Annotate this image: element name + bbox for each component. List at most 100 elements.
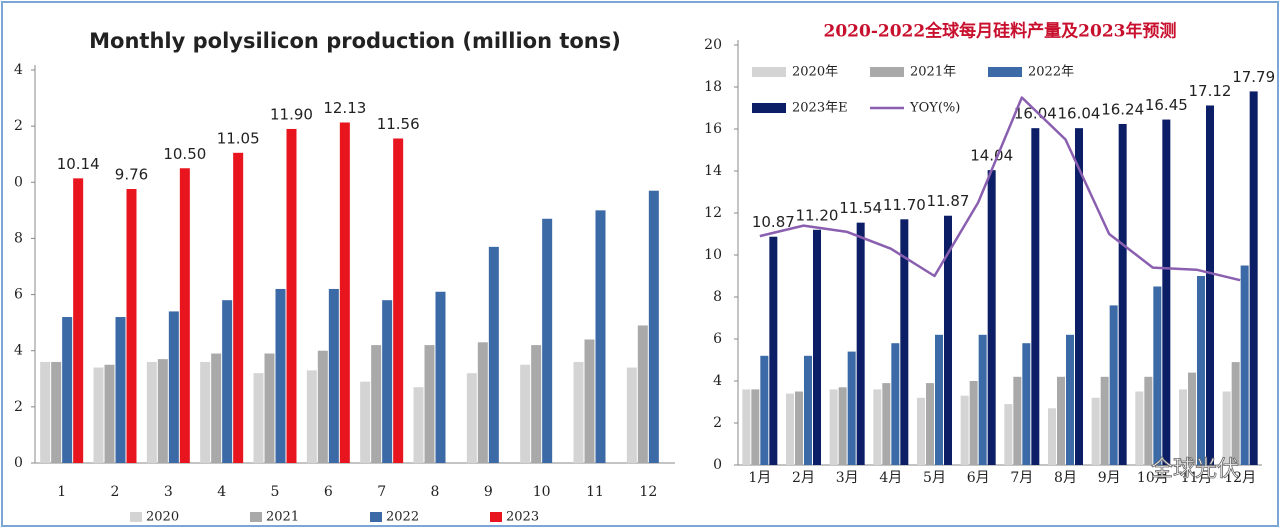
bar: [1197, 276, 1205, 465]
bar: [73, 178, 84, 463]
x-tick-label: 8月: [1054, 470, 1077, 486]
data-label: 17.79: [1232, 68, 1275, 86]
data-label: 10.50: [163, 145, 206, 163]
bar: [786, 393, 794, 465]
bar: [382, 300, 393, 463]
bar: [40, 361, 51, 463]
x-tick-label: 10: [533, 484, 551, 500]
legend-swatch: [370, 512, 382, 522]
bar: [935, 334, 943, 465]
bar: [126, 189, 137, 463]
bar: [742, 389, 751, 465]
bar: [275, 288, 286, 463]
bar: [760, 355, 769, 465]
legend-swatch: [250, 512, 262, 522]
bar: [1091, 397, 1100, 465]
bar: [595, 210, 606, 463]
data-label: 16.04: [1014, 105, 1057, 123]
bar: [573, 361, 584, 463]
y-tick-label: 0: [14, 455, 23, 471]
y-tick-label: 4: [14, 62, 23, 78]
bar: [882, 383, 891, 465]
y-tick-label: 6: [713, 331, 722, 347]
bar: [1135, 391, 1144, 465]
bar: [856, 222, 865, 465]
bar: [531, 345, 542, 463]
bar: [146, 361, 157, 463]
data-label: 11.54: [839, 199, 882, 217]
bar: [360, 381, 371, 463]
bar: [339, 122, 350, 464]
bar: [306, 370, 317, 463]
legend-label: 2022年: [1028, 65, 1074, 80]
legend-label: 2021年: [910, 65, 956, 80]
y-tick-label: 4: [14, 343, 23, 359]
bar: [435, 291, 446, 463]
x-tick-label: 9: [484, 484, 493, 500]
bar: [1249, 91, 1258, 465]
x-tick-label: 2月: [792, 470, 815, 486]
x-tick-label: 3月: [836, 470, 859, 486]
bar: [1118, 123, 1127, 466]
x-tick-label: 5: [271, 484, 280, 500]
data-label: 10.87: [752, 213, 795, 231]
x-tick-label: 3: [164, 484, 173, 500]
bar: [222, 300, 233, 463]
bar: [1048, 408, 1056, 465]
bar: [393, 138, 404, 463]
y-tick-label: 4: [713, 373, 722, 389]
bar: [1004, 404, 1013, 465]
bar: [584, 339, 595, 463]
bar: [1222, 391, 1231, 465]
bar: [104, 364, 115, 463]
bar: [637, 325, 648, 463]
legend-swatch: [988, 67, 1022, 77]
legend-label: 2020年: [792, 65, 838, 80]
x-tick-label: 11月: [1181, 470, 1213, 486]
y-tick-label: 0: [14, 174, 23, 190]
data-label: 11.87: [927, 192, 970, 210]
x-tick-label: 1月: [748, 470, 771, 486]
data-label: 14.04: [970, 147, 1013, 165]
y-tick-label: 0: [713, 457, 722, 473]
bar: [769, 236, 778, 465]
bar: [477, 342, 488, 463]
line: [759, 96, 1241, 282]
x-tick-label: 12: [639, 484, 657, 500]
legend-swatch: [870, 67, 904, 77]
bar: [1231, 362, 1240, 465]
bar: [891, 343, 900, 465]
bar: [62, 317, 73, 463]
x-tick-label: 2: [111, 484, 120, 500]
chart-title: 2020-2022全球每月硅料产量及2023年预测: [824, 21, 1177, 42]
bar: [847, 351, 856, 465]
y-tick-label: 8: [713, 289, 722, 305]
data-label: 16.24: [1101, 100, 1144, 118]
bar: [1109, 305, 1118, 465]
x-tick-label: 7月: [1010, 470, 1033, 486]
bar: [804, 355, 812, 465]
x-tick-label: 4: [217, 484, 226, 500]
y-tick-label: 2: [14, 118, 23, 134]
bar: [978, 334, 987, 465]
bar: [1188, 372, 1196, 465]
data-label: 11.20: [796, 206, 839, 224]
y-tick-label: 8: [14, 230, 23, 246]
bar: [542, 218, 553, 463]
watermark: 全球光伏: [1151, 457, 1239, 482]
x-tick-label: 7: [377, 484, 386, 500]
y-tick-label: 14: [704, 163, 722, 179]
bar: [900, 219, 909, 465]
x-tick-label: 6: [324, 484, 333, 500]
legend-label: 2021: [266, 510, 299, 525]
data-label: 11.90: [270, 105, 313, 123]
y-tick-label: 20: [704, 37, 722, 53]
data-label: 16.45: [1145, 96, 1188, 114]
y-tick-label: 6: [14, 287, 23, 303]
bar: [93, 367, 104, 463]
bar: [1022, 343, 1031, 465]
bar: [168, 311, 179, 463]
bar: [317, 350, 328, 463]
x-tick-label: 10月: [1137, 470, 1169, 486]
